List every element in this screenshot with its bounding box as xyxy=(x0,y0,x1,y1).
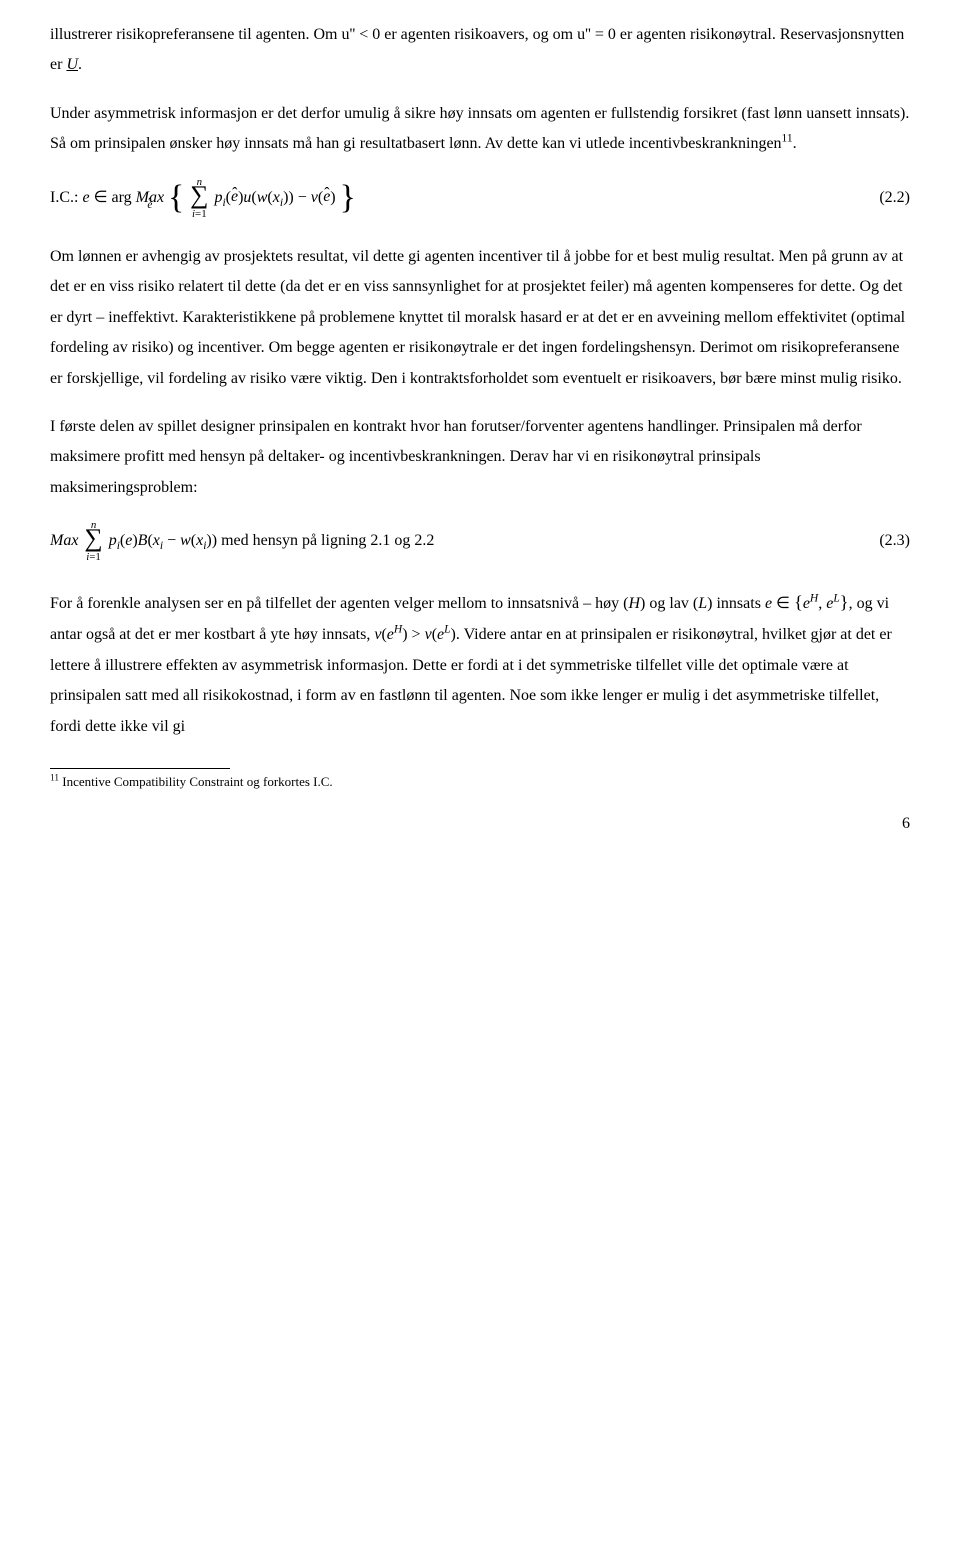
equation-body: Max n∑i=1 pi(e)B(xi − w(xi)) med hensyn … xyxy=(50,525,434,557)
equation-body: I.C.: e ∈ arg Maxe { n∑i=1 pi(e)u(w(xi))… xyxy=(50,182,356,214)
text-run: er agenten risikoavers, og om xyxy=(384,26,577,43)
math-inline: L xyxy=(698,595,707,612)
footnote-text: Incentive Compatibility Constraint og fo… xyxy=(59,774,333,789)
math-inline: U xyxy=(66,56,78,73)
footnote-11: 11 Incentive Compatibility Constraint og… xyxy=(50,773,910,791)
footnote-ref: 11 xyxy=(782,133,793,145)
footnote-separator xyxy=(50,768,230,769)
equation-2-2: I.C.: e ∈ arg Maxe { n∑i=1 pi(e)u(w(xi))… xyxy=(50,182,910,214)
math-inline: u'' = 0 xyxy=(577,26,616,43)
equation-number: (2.3) xyxy=(879,526,910,556)
paragraph-4: I første delen av spillet designer prins… xyxy=(50,412,910,503)
math-inline: H xyxy=(628,595,640,612)
math-inline: e ∈ {eH, eL} xyxy=(765,595,849,612)
footnote-number: 11 xyxy=(50,774,59,784)
equation-2-3: Max n∑i=1 pi(e)B(xi − w(xi)) med hensyn … xyxy=(50,525,910,557)
page-number: 6 xyxy=(50,809,910,839)
text-run: illustrerer risikopreferansene til agent… xyxy=(50,26,341,43)
math-inline: v(eH) > v(eL) xyxy=(374,626,456,643)
paragraph-5: For å forenkle analysen ser en på tilfel… xyxy=(50,585,910,742)
text-run: For å forenkle analysen ser en på tilfel… xyxy=(50,595,628,612)
paragraph-1: illustrerer risikopreferansene til agent… xyxy=(50,20,910,81)
equation-number: (2.2) xyxy=(879,183,910,213)
paragraph-2: Under asymmetrisk informasjon er det der… xyxy=(50,99,910,160)
text-run: . xyxy=(793,135,797,152)
paragraph-3: Om lønnen er avhengig av prosjektets res… xyxy=(50,242,910,394)
text-run: ) innsats xyxy=(707,595,765,612)
text-run: ) og lav ( xyxy=(640,595,698,612)
text-run: Under asymmetrisk informasjon er det der… xyxy=(50,105,909,152)
math-inline: u'' < 0 xyxy=(341,26,380,43)
text-run: . xyxy=(78,56,82,73)
